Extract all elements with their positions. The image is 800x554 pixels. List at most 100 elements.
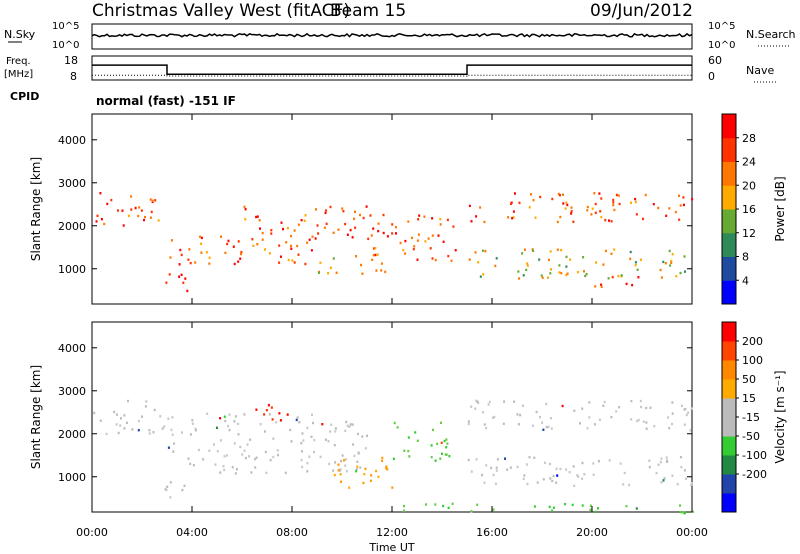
scatter-cell — [564, 207, 567, 210]
scatter-cell — [519, 413, 522, 417]
scatter-cell — [278, 244, 281, 247]
x-tick-label: 16:00 — [476, 526, 508, 539]
x-axis-label: Time UT — [368, 541, 414, 554]
scatter-cell — [412, 248, 415, 251]
scatter-cell — [653, 424, 656, 428]
colorbar-segment — [722, 185, 736, 210]
scatter-cell — [477, 261, 480, 264]
scatter-cell — [545, 402, 548, 406]
scatter-cell — [576, 270, 579, 274]
nsearch-tick-top: 10^5 — [708, 21, 735, 32]
scatter-cell — [341, 207, 344, 210]
scatter-cell — [167, 417, 170, 420]
scatter-cell — [562, 202, 565, 205]
scatter-cell — [279, 419, 282, 422]
scatter-cell — [558, 271, 561, 274]
scatter-cell — [407, 220, 410, 223]
nave-tick-bottom: 0 — [708, 70, 715, 83]
scatter-cell — [476, 400, 479, 404]
scatter-cell — [386, 468, 389, 471]
scatter-cell — [516, 413, 519, 416]
scatter-cell — [561, 404, 564, 408]
scatter-cell — [585, 273, 588, 276]
scatter-cell — [683, 469, 686, 472]
scatter-cell — [549, 250, 552, 253]
scatter-cell — [513, 400, 516, 403]
scatter-cell — [212, 443, 215, 446]
scatter-cell — [439, 218, 442, 221]
scatter-cell — [440, 421, 442, 424]
scatter-cell — [321, 423, 324, 426]
scatter-cell — [625, 282, 628, 286]
nsky-tick-bottom: 10^0 — [52, 40, 79, 51]
scatter-cell — [495, 257, 498, 260]
scatter-cell — [152, 431, 155, 434]
scatter-cell — [629, 250, 632, 254]
freq-tick-top: 18 — [64, 54, 78, 67]
scatter-cell — [270, 232, 273, 235]
scatter-cell — [522, 404, 524, 407]
scatter-cell — [180, 273, 183, 276]
scatter-cell — [227, 424, 229, 428]
scatter-cell — [543, 461, 546, 464]
scatter-cell — [551, 509, 554, 512]
scatter-cell — [105, 432, 108, 436]
scatter-cell — [683, 255, 686, 258]
nsearch-label: N.Search — [746, 28, 796, 41]
scatter-cell — [357, 432, 359, 436]
scatter-cell — [302, 439, 305, 442]
scatter-cell — [603, 400, 606, 404]
scatter-cell — [239, 257, 242, 260]
scatter-cell — [143, 218, 145, 222]
scatter-cell — [443, 439, 446, 443]
scatter-cell — [148, 429, 151, 432]
scatter-cell — [241, 453, 244, 456]
colorbar-tick-label: -15 — [742, 411, 760, 424]
scatter-cell — [345, 420, 348, 424]
scatter-cell — [451, 502, 454, 505]
scatter-cell — [310, 249, 313, 252]
scatter-cell — [613, 208, 616, 212]
scatter-cell — [134, 206, 137, 210]
scatter-cell — [263, 413, 266, 416]
scatter-cell — [562, 193, 564, 196]
scatter-cell — [429, 247, 432, 250]
scatter-cell — [612, 201, 615, 204]
scatter-cell — [495, 469, 498, 472]
scatter-cell — [223, 455, 226, 458]
scatter-cell — [550, 427, 553, 430]
scatter-cell — [341, 454, 344, 457]
scatter-cell — [483, 481, 486, 484]
scatter-cell — [571, 503, 574, 507]
scatter-cell — [592, 473, 595, 476]
scatter-cell — [293, 261, 296, 264]
scatter-cell — [361, 272, 364, 275]
scatter-cell — [431, 234, 434, 237]
scatter-cell — [270, 229, 273, 232]
scatter-cell — [557, 192, 560, 196]
y-tick-label: 1000 — [58, 471, 86, 484]
scatter-cell — [364, 467, 367, 471]
scatter-cell — [270, 406, 273, 409]
scatter-cell — [407, 449, 410, 453]
scatter-cell — [178, 275, 181, 278]
scatter-cell — [430, 444, 433, 447]
scatter-cell — [304, 262, 307, 266]
scatter-cell — [565, 201, 568, 204]
scatter-cell — [138, 206, 141, 209]
scatter-cell — [313, 450, 315, 454]
colorbar-tick-label: 12 — [742, 227, 756, 240]
scatter-cell — [239, 445, 242, 449]
scatter-cell — [664, 262, 667, 265]
scatter-cell — [511, 217, 514, 220]
colorbar-tick-label: 20 — [742, 179, 756, 192]
scatter-cell — [373, 247, 375, 250]
scatter-cell — [439, 457, 442, 460]
scatter-cell — [485, 464, 488, 467]
scatter-cell — [423, 215, 426, 218]
scatter-cell — [233, 262, 236, 266]
scatter-cell — [540, 274, 543, 277]
scatter-cell — [153, 408, 156, 412]
scatter-cell — [250, 471, 253, 474]
scatter-cell — [296, 416, 299, 419]
